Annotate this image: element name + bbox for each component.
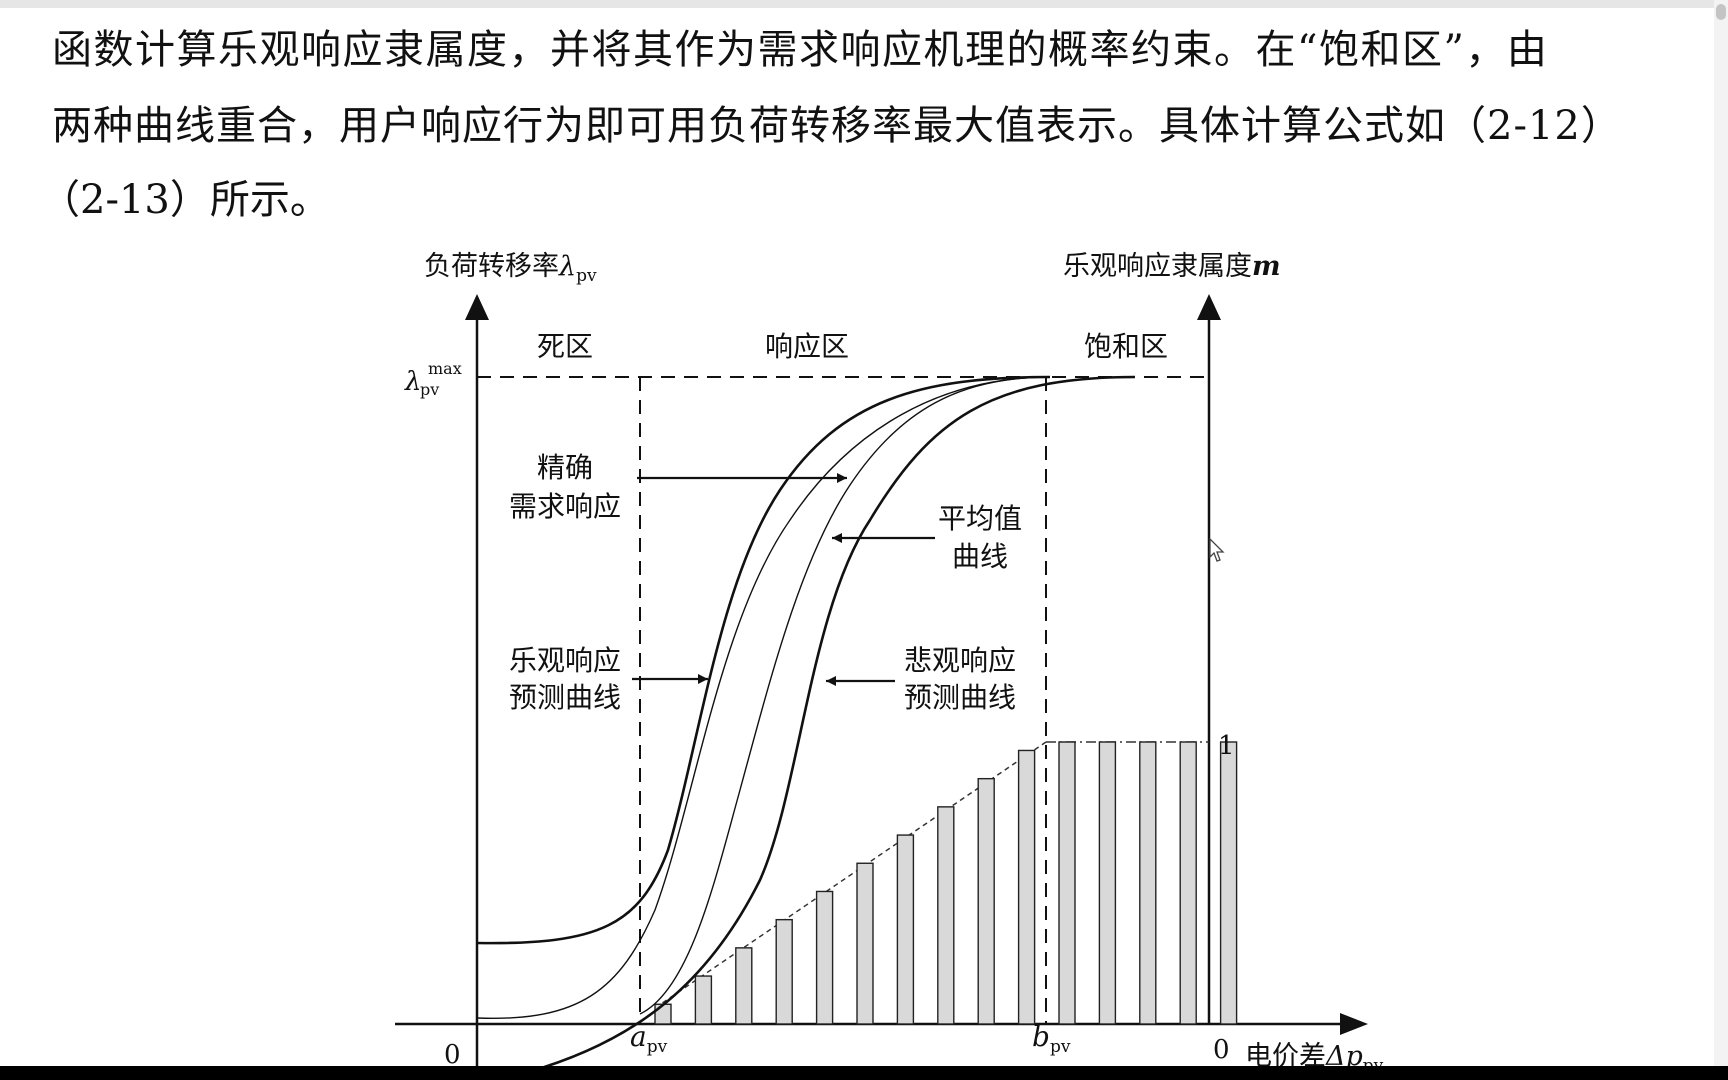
mean-curve (639, 376, 1051, 1015)
b-pv-label: bpv (1032, 1020, 1071, 1057)
membership-bar (1139, 741, 1157, 1025)
membership-bar (735, 947, 753, 1025)
label-precise-2: 需求响应 (509, 490, 621, 523)
paragraph-line-3: （2-13）所示。 (40, 177, 330, 223)
membership-bars (654, 741, 1238, 1025)
page-top-border (0, 0, 1728, 8)
membership-bar (1098, 741, 1117, 1025)
ramp-line (654, 741, 1047, 1009)
pessimistic-curve (527, 375, 1136, 1074)
label-optimistic-1: 乐观响应 (509, 644, 621, 677)
scrollbar-track[interactable] (1714, 0, 1728, 1068)
membership-bar (694, 975, 713, 1025)
optimistic-curve (476, 375, 1051, 945)
curves (476, 375, 1136, 1074)
x-axis-arrow (1340, 1013, 1368, 1035)
a-pv-label: apv (630, 1020, 668, 1057)
membership-bar (815, 890, 834, 1025)
precise-curve (476, 376, 1051, 1020)
scrollbar-thumb[interactable] (1716, 4, 1726, 20)
label-mean-1: 平均值 (938, 502, 1022, 535)
membership-bar (1058, 741, 1076, 1025)
ymax-sup: max (428, 359, 462, 378)
origin-right-label: 0 (1213, 1035, 1230, 1065)
guide-lines (477, 376, 1209, 1024)
label-optimistic-2: 预测曲线 (509, 681, 621, 714)
right-axis-arrow (1197, 294, 1221, 320)
ymax-sub: pv (420, 380, 439, 399)
paragraph-line-1: 函数计算乐观响应隶属度，并将其作为需求响应机理的概率约束。在“饱和区”，由 (52, 27, 1549, 73)
left-axis-arrow (465, 294, 489, 320)
right-axis-title: 乐观响应隶属度m (1063, 251, 1281, 282)
label-mean-2: 曲线 (952, 540, 1008, 573)
paragraph-line-2: 两种曲线重合，用户响应行为即可用负荷转移率最大值表示。具体计算公式如（2-12） (52, 103, 1622, 149)
zone-dead: 死区 (537, 330, 593, 363)
mouse-cursor-icon (1209, 538, 1225, 562)
left-axis-title: 负荷转移率λpv (424, 251, 597, 286)
label-pessimistic-2: 预测曲线 (904, 681, 1016, 714)
label-pessimistic-1: 悲观响应 (904, 644, 1016, 677)
zone-saturation: 饱和区 (1084, 330, 1168, 363)
membership-bar (977, 777, 995, 1025)
membership-bar (856, 862, 874, 1025)
label-precise-1: 精确 (537, 451, 593, 484)
membership-bar (1017, 749, 1036, 1025)
right-tick-one: 1 (1218, 731, 1235, 761)
bottom-bar (0, 1066, 1728, 1080)
membership-bar (654, 1003, 672, 1025)
membership-bar (1179, 741, 1197, 1025)
membership-bar (1219, 741, 1238, 1025)
annotation-arrows (632, 473, 935, 686)
membership-bar (896, 834, 915, 1025)
membership-bar (937, 806, 955, 1025)
zone-response: 响应区 (765, 330, 849, 363)
origin-left-label: 0 (444, 1040, 461, 1070)
membership-bar (775, 918, 793, 1025)
ymax-label: λ (404, 367, 421, 397)
axis-arrowheads (465, 294, 1368, 1035)
